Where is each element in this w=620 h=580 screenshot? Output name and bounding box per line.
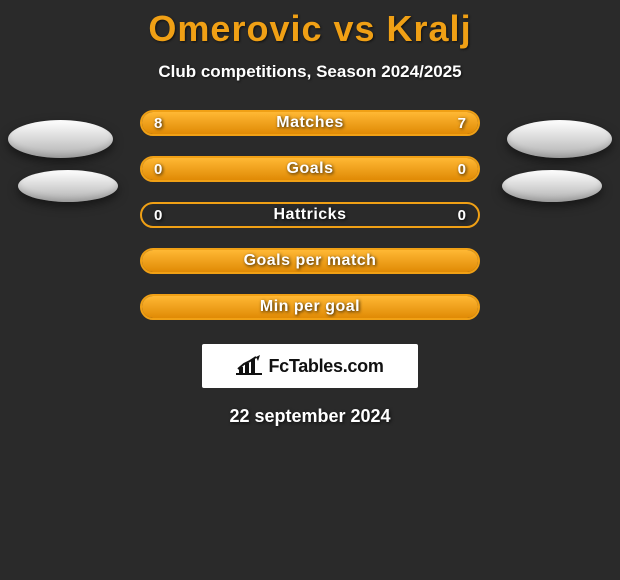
bar-label: Matches (142, 112, 478, 134)
stat-bars: 87Matches 00Goals 00Hattricks Goals per mat… (140, 110, 480, 320)
stat-bar: Min per goal (140, 294, 480, 320)
stat-bar: 87Matches (140, 110, 480, 136)
bar-label: Goals (142, 158, 478, 180)
source-badge[interactable]: FcTables.com (202, 344, 418, 388)
comparison-arena: 87Matches 00Goals 00Hattricks Goals per mat… (0, 110, 620, 320)
bar-label: Goals per match (142, 250, 478, 272)
badge-text: FcTables.com (268, 356, 383, 377)
avatar-player-right-shadow (502, 170, 602, 202)
root: Omerovic vs Kralj Club competitions, Sea… (0, 0, 620, 427)
bar-label: Hattricks (142, 204, 478, 226)
avatar-player-left-shadow (18, 170, 118, 202)
page-title: Omerovic vs Kralj (148, 8, 471, 50)
stat-bar: 00Goals (140, 156, 480, 182)
chart-icon (236, 355, 262, 377)
stat-bar: 00Hattricks (140, 202, 480, 228)
snapshot-date: 22 september 2024 (229, 406, 390, 427)
avatar-player-left (8, 120, 113, 158)
avatar-player-right (507, 120, 612, 158)
bar-label: Min per goal (142, 296, 478, 318)
stat-bar: Goals per match (140, 248, 480, 274)
page-subtitle: Club competitions, Season 2024/2025 (158, 62, 461, 82)
